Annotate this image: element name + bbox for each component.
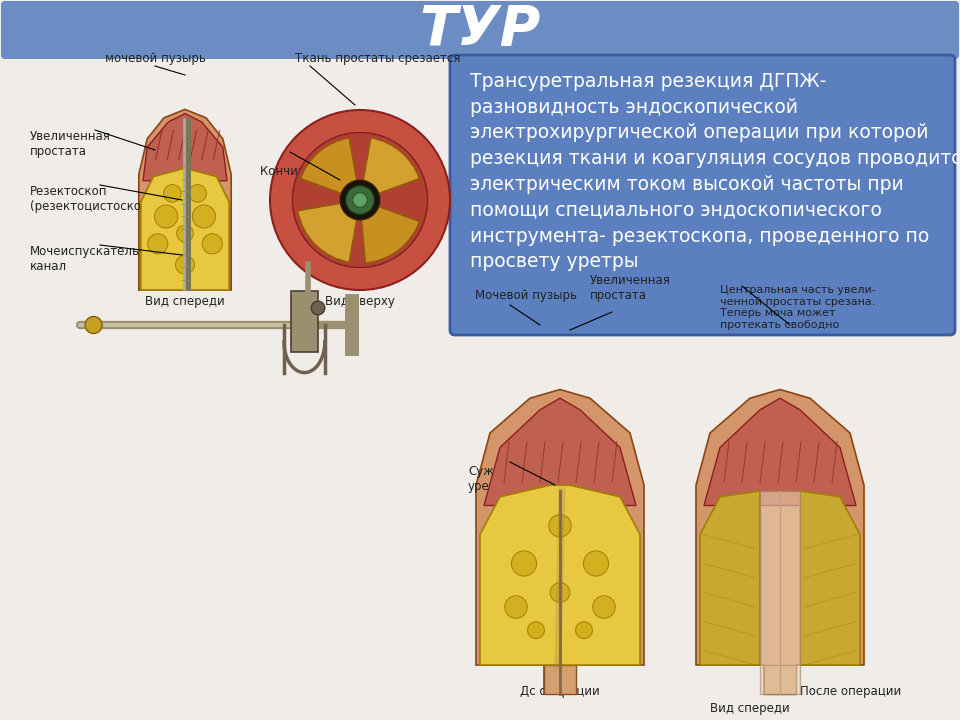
Polygon shape <box>700 491 760 665</box>
Circle shape <box>155 205 178 228</box>
Polygon shape <box>764 665 796 694</box>
Text: ТУР: ТУР <box>420 3 540 57</box>
Text: Резектоскоп
(резектоцистоскоп): Резектоскоп (резектоцистоскоп) <box>30 185 154 213</box>
Wedge shape <box>298 200 360 262</box>
Wedge shape <box>360 138 420 200</box>
Text: Вид спереди: Вид спереди <box>145 295 225 308</box>
Circle shape <box>163 184 181 202</box>
Polygon shape <box>143 114 227 181</box>
Circle shape <box>148 234 168 254</box>
Polygon shape <box>476 390 644 694</box>
Circle shape <box>592 596 615 618</box>
Polygon shape <box>291 291 318 352</box>
Circle shape <box>85 317 102 333</box>
Circle shape <box>189 184 206 202</box>
Polygon shape <box>800 491 860 665</box>
Text: мочевой пузырь: мочевой пузырь <box>105 52 205 65</box>
Circle shape <box>270 110 450 290</box>
Polygon shape <box>696 390 864 694</box>
Circle shape <box>293 132 427 268</box>
Text: Вид сверху: Вид сверху <box>325 295 395 308</box>
Text: Увеличенная
простата: Увеличенная простата <box>30 130 110 158</box>
Circle shape <box>505 596 527 618</box>
Circle shape <box>512 551 537 576</box>
Polygon shape <box>480 485 640 665</box>
Polygon shape <box>141 168 229 290</box>
Circle shape <box>177 225 193 242</box>
Text: Суженная
уретра: Суженная уретра <box>468 465 531 493</box>
Text: Мочевой пузырь: Мочевой пузырь <box>475 289 577 302</box>
Wedge shape <box>300 138 360 200</box>
Circle shape <box>353 193 368 207</box>
Polygon shape <box>139 109 231 290</box>
Circle shape <box>550 582 570 603</box>
Polygon shape <box>704 398 856 505</box>
Text: После операции: После операции <box>800 685 901 698</box>
Circle shape <box>340 180 380 220</box>
Circle shape <box>311 301 324 315</box>
Circle shape <box>346 186 374 215</box>
Circle shape <box>549 515 571 537</box>
Polygon shape <box>484 398 636 505</box>
Circle shape <box>192 205 215 228</box>
Text: Дс операции: Дс операции <box>520 685 600 698</box>
FancyBboxPatch shape <box>450 55 955 335</box>
Text: Центральная часть увели-
ченной простаты срезана.
Теперь моча может
протекать св: Центральная часть увели- ченной простаты… <box>720 285 876 330</box>
FancyBboxPatch shape <box>1 1 959 59</box>
Circle shape <box>528 622 544 639</box>
Circle shape <box>576 622 592 639</box>
Circle shape <box>584 551 609 576</box>
Polygon shape <box>760 491 800 694</box>
Wedge shape <box>360 200 420 263</box>
Text: Вид спереди: Вид спереди <box>710 702 790 715</box>
Text: Мочеиспускательный
канал: Мочеиспускательный канал <box>30 245 165 273</box>
Text: Ткань простаты срезается: Ткань простаты срезается <box>295 52 461 65</box>
Circle shape <box>176 256 195 274</box>
Circle shape <box>203 234 223 254</box>
Text: Увеличенная
простата: Увеличенная простата <box>590 274 671 302</box>
Polygon shape <box>544 665 576 694</box>
Text: Кончик резектоскопа: Кончик резектоскопа <box>260 165 395 178</box>
Text: Трансуретральная резекция ДГПЖ-
разновидность эндоскопической
электрохирургическ: Трансуретральная резекция ДГПЖ- разновид… <box>470 72 960 271</box>
